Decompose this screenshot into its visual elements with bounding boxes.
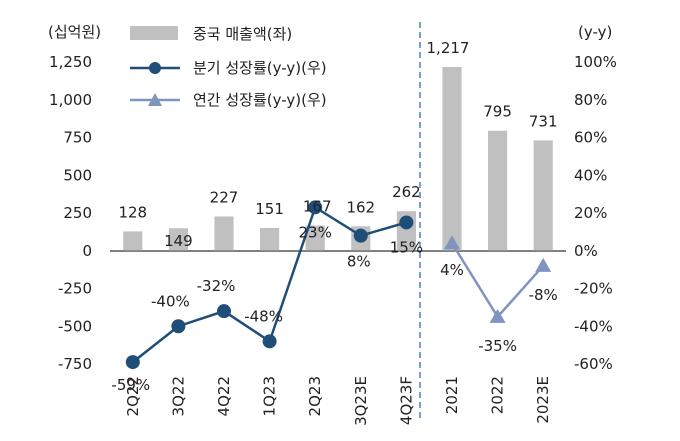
x-tick-label: 4Q23F <box>397 376 415 425</box>
bar <box>533 140 553 251</box>
line-point <box>353 228 368 243</box>
legend: 중국 매출액(좌) 분기 성장률(y-y)(우) 연간 성장률(y-y)(우) <box>130 25 327 109</box>
right-tick-label: 20% <box>574 204 607 222</box>
x-tick-label: 3Q23E <box>352 376 370 426</box>
line-point <box>217 304 231 319</box>
legend-annual-label: 연간 성장률(y-y)(우) <box>193 91 327 109</box>
series-line <box>450 242 545 319</box>
bar-series <box>123 66 553 251</box>
legend-quarterly-label: 분기 성장률(y-y)(우) <box>193 59 327 77</box>
left-tick-label: 750 <box>63 129 92 147</box>
right-tick-label: -40% <box>574 317 613 335</box>
line-point <box>535 257 552 272</box>
left-tick-label: 1,000 <box>49 91 92 109</box>
legend-bar-swatch <box>130 26 178 40</box>
legend-annual-marker-icon <box>148 93 162 106</box>
right-tick-label: 60% <box>574 129 607 147</box>
bar-value-label: 162 <box>346 198 375 216</box>
line-point <box>125 355 140 370</box>
line-point <box>444 235 460 250</box>
bar <box>488 130 508 251</box>
x-tick-label: 2Q22 <box>124 376 142 416</box>
line-point <box>171 319 186 334</box>
x-tick-label: 2021 <box>443 376 461 414</box>
right-tick-label: 80% <box>574 91 607 109</box>
bar-value-label: 731 <box>529 112 558 130</box>
bar <box>123 231 143 251</box>
left-tick-label: -250 <box>58 280 92 298</box>
x-tick-label: 2Q23 <box>306 376 324 416</box>
left-axis-label: (십억원) <box>48 23 101 41</box>
quarterly-growth-label: -48% <box>244 307 283 325</box>
right-tick-label: 40% <box>574 166 607 184</box>
left-tick-label: 0 <box>82 242 92 260</box>
right-tick-label: -60% <box>574 355 613 373</box>
line-point <box>489 308 506 323</box>
x-axis-ticks: 2Q22 3Q22 4Q22 1Q23 2Q23 3Q23E 4Q23F 2021 2022 20… <box>124 376 552 426</box>
bar <box>168 228 188 251</box>
bar-value-label: 227 <box>210 188 239 206</box>
left-tick-label: -750 <box>58 355 92 373</box>
bar-value-label: 1,217 <box>427 39 470 57</box>
bar <box>214 216 234 251</box>
right-axis-ticks: 100% 80% 60% 40% 20% 0% -20% -40% -60% <box>574 53 617 373</box>
right-tick-label: 100% <box>574 53 617 71</box>
x-tick-label: 4Q22 <box>215 376 233 416</box>
right-tick-label: 0% <box>574 242 598 260</box>
right-axis-label: (y-y) <box>578 23 612 41</box>
line-point <box>262 334 277 349</box>
line-series <box>125 200 552 370</box>
left-tick-label: 250 <box>63 204 92 222</box>
quarterly-growth-label: 15% <box>390 238 423 256</box>
left-tick-label: 1,250 <box>49 53 92 71</box>
data-labels: 128 149 227 151 167 162 262 1,217 795 731 -59% -40%… <box>111 39 557 394</box>
quarterly-growth-label: -32% <box>197 277 236 295</box>
axes: (십억원) (y-y) <box>48 22 612 420</box>
legend-quarterly-marker-icon <box>149 62 161 74</box>
bar <box>305 225 325 251</box>
bar <box>442 66 462 251</box>
quarterly-growth-label: 23% <box>299 223 332 241</box>
left-tick-label: 500 <box>63 166 92 184</box>
quarterly-growth-label: -59% <box>111 376 150 394</box>
left-axis-ticks: 1,250 1,000 750 500 250 0 -250 -500 -750 <box>49 53 92 373</box>
line-point <box>308 200 323 215</box>
legend-bar-label: 중국 매출액(좌) <box>193 25 292 43</box>
right-tick-label: -20% <box>574 280 613 298</box>
left-tick-label: -500 <box>58 317 92 335</box>
x-tick-label: 2022 <box>489 376 507 414</box>
x-tick-label: 2023E <box>534 376 552 424</box>
bar <box>260 227 280 251</box>
bar-value-label: 167 <box>303 198 332 216</box>
annual-growth-label: 4% <box>440 261 464 279</box>
bar-value-label: 262 <box>392 183 421 201</box>
annual-growth-label: -8% <box>529 286 558 304</box>
quarterly-growth-label: -40% <box>151 292 190 310</box>
x-tick-label: 3Q22 <box>169 376 187 416</box>
bar-value-label: 128 <box>118 203 147 221</box>
line-point <box>399 215 414 230</box>
bar-value-label: 151 <box>255 200 284 218</box>
bar-value-label: 795 <box>483 103 512 121</box>
annual-growth-label: -35% <box>478 337 517 355</box>
bar-value-label: 149 <box>164 232 193 250</box>
quarterly-growth-label: 8% <box>347 253 371 271</box>
x-tick-label: 1Q23 <box>261 376 279 416</box>
